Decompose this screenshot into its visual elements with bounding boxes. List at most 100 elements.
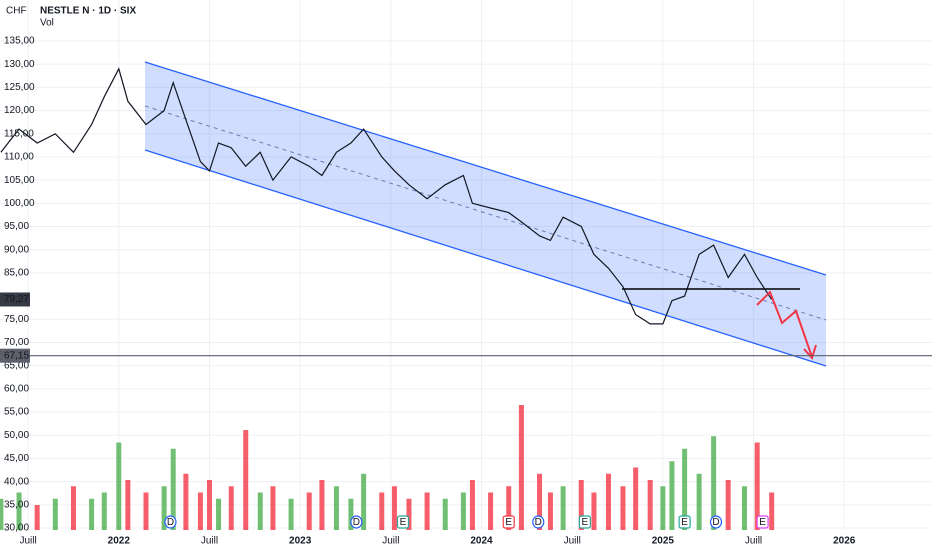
- y-tick-label: 70,00: [4, 337, 29, 348]
- volume-bar: [711, 436, 717, 530]
- volume-bar: [206, 480, 212, 530]
- y-tick-label: 120,00: [4, 105, 35, 116]
- event-marker: [164, 515, 177, 529]
- volume-bar: [333, 486, 339, 530]
- volume-bar: [16, 492, 22, 530]
- volume-bar: [741, 486, 747, 530]
- volume-bar: [669, 461, 675, 530]
- y-tick-label: 90,00: [4, 244, 29, 255]
- x-tick-label: 2024: [470, 536, 493, 547]
- volume-bar: [116, 442, 122, 530]
- volume-bar: [591, 492, 597, 530]
- volume-bar: [605, 473, 611, 530]
- event-label: D: [167, 517, 174, 528]
- volume-bar: [460, 492, 466, 530]
- channel-lower: [144, 149, 827, 367]
- volume-bar: [101, 492, 107, 530]
- volume-bar: [143, 492, 149, 530]
- volume-bar: [270, 486, 276, 530]
- x-tick-label: Juill: [382, 536, 399, 547]
- price-tag-label: 79,27: [4, 294, 29, 305]
- level-tag-label: 67,15: [4, 350, 29, 361]
- currency: CHF: [6, 6, 27, 17]
- volume-bar: [170, 448, 176, 530]
- axis-labels: 135,00 130,00 125,00 120,00 115,00 110,00 105,…: [0, 36, 932, 547]
- price-tag: [0, 292, 30, 307]
- event-marker: [350, 515, 363, 529]
- projection-arrow: [756, 290, 813, 358]
- x-tick-label: Juill: [564, 536, 581, 547]
- volume-bar: [424, 492, 430, 530]
- x-tick-label: Juill: [745, 536, 762, 547]
- event-label: E: [681, 517, 688, 528]
- y-tick-label: 110,00: [4, 152, 34, 163]
- volume-bar: [391, 486, 397, 530]
- volume-bar: [506, 486, 512, 530]
- event-marker: [532, 515, 545, 529]
- y-tick-label: 95,00: [4, 221, 29, 232]
- x-tick-label: 2026: [833, 536, 856, 547]
- event-label: E: [505, 517, 512, 528]
- volume-bar: [547, 492, 553, 530]
- volume-bar: [560, 486, 566, 530]
- volume-bar: [125, 480, 131, 530]
- price-layer: [0, 67, 773, 325]
- volume-bar: [89, 498, 95, 530]
- channel-fill: [145, 62, 826, 366]
- volume-bar: [682, 448, 688, 530]
- volume-bar: [725, 480, 731, 530]
- volume-bar: [620, 486, 626, 530]
- channel-upper: [144, 61, 827, 276]
- volume-bar: [578, 480, 584, 530]
- volume-bar: [228, 486, 234, 530]
- volume-bar: [183, 473, 189, 530]
- symbol-title: NESTLE N · 1D · SIX: [40, 6, 136, 17]
- y-tick-label: 40,00: [4, 476, 29, 487]
- volume-bar: [257, 492, 263, 530]
- volume-bar: [34, 505, 40, 530]
- x-tick-label: 2022: [108, 536, 131, 547]
- y-tick-label: 60,00: [4, 383, 29, 394]
- y-tick-label: 45,00: [4, 453, 29, 464]
- volume-bar: [70, 486, 76, 530]
- volume-bar: [696, 473, 702, 530]
- event-marker: [578, 515, 591, 529]
- event-marker: [709, 515, 723, 529]
- y-tick-label: 135,00: [4, 36, 35, 47]
- volume-bar: [518, 405, 524, 530]
- event-label: E: [400, 517, 407, 528]
- volume-layer: [0, 405, 775, 530]
- y-tick-label: 50,00: [4, 430, 29, 441]
- y-tick-label: 130,00: [4, 59, 35, 70]
- volume-bar: [161, 486, 167, 530]
- y-tick-label: 75,00: [4, 314, 29, 325]
- event-label: D: [353, 517, 360, 528]
- x-tick-label: Juill: [201, 536, 218, 547]
- y-tick-label: 100,00: [4, 198, 35, 209]
- volume-bar: [243, 430, 249, 530]
- volume-bar: [488, 492, 494, 530]
- level-tag: [0, 348, 30, 363]
- volume-bar: [633, 467, 639, 530]
- volume-bar: [537, 473, 543, 530]
- event-marker: [502, 515, 515, 529]
- y-tick-label: 30,00: [4, 523, 29, 534]
- y-tick-label: 65,00: [4, 360, 29, 371]
- x-tick-label: 2025: [652, 536, 675, 547]
- volume-bar: [319, 480, 325, 530]
- volume-bar: [216, 498, 222, 530]
- y-tick-label: 35,00: [4, 499, 29, 510]
- volume-bar: [406, 498, 412, 530]
- volume-label: Vol: [40, 18, 54, 29]
- arrow-head: [803, 344, 817, 360]
- y-tick-label: 85,00: [4, 268, 29, 279]
- x-tick-label: 2023: [289, 536, 312, 547]
- event-label: E: [582, 517, 589, 528]
- price-line: [0, 67, 773, 325]
- event-label: D: [535, 517, 542, 528]
- y-tick-label: 105,00: [4, 175, 35, 186]
- volume-bar: [52, 498, 58, 530]
- volume-bar: [306, 492, 312, 530]
- volume-bar: [469, 480, 475, 530]
